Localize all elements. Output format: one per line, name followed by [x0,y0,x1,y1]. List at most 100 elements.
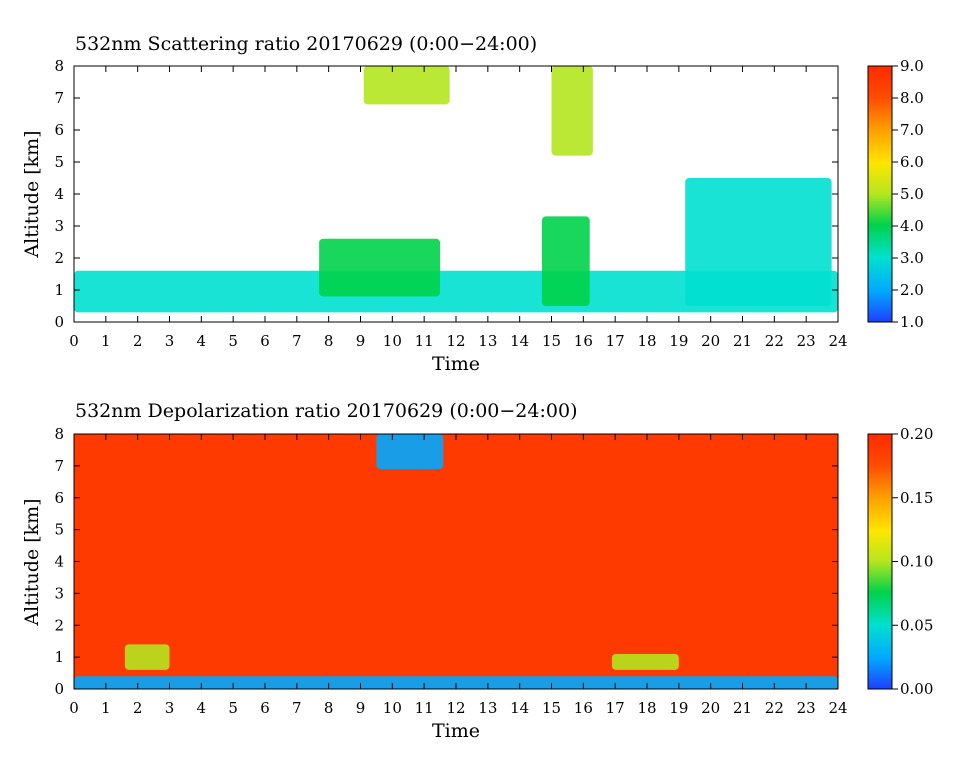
x-tick-label: 11 [415,699,434,717]
y-tick-label: 3 [54,217,64,235]
x-tick-label: 2 [133,699,143,717]
heatmap-region [541,216,590,306]
x-axis-label: Time [432,720,480,742]
y-tick-label: 6 [54,489,64,507]
y-tick-label: 6 [54,121,64,139]
x-tick-label: 14 [510,699,529,717]
colorbar-tick-label: 0.05 [900,616,933,634]
y-axis-label: Altitude [km] [21,130,43,258]
colorbar-tick-label: 3.0 [900,249,924,267]
heatmap-region [376,434,444,470]
x-axis: 0 1 2 3 4 5 6 7 8 9 10 11 12 13 14 15 16 17 18 19 20 21 22 23 24 [69,66,848,350]
x-tick-label: 10 [383,699,402,717]
scattering-panel: 532nm Scattering ratio 20170629 (0:00−24… [21,33,924,375]
x-tick-label: 24 [828,332,847,350]
heatmap-region [363,66,450,105]
colorbar-tick-label: 6.0 [900,153,924,171]
x-tick-label: 7 [292,332,302,350]
y-tick-label: 5 [54,153,64,171]
y-tick-label: 7 [54,457,64,475]
x-tick-label: 18 [637,332,656,350]
colorbar-gradient [867,65,893,323]
heatmap-region [124,644,170,670]
x-tick-label: 8 [324,332,334,350]
depolarization-panel: 532nm Depolarization ratio 20170629 (0:0… [21,400,933,742]
x-tick-label: 16 [574,699,593,717]
x-axis: 0 1 2 3 4 5 6 7 8 9 10 11 12 13 14 15 16 17 18 19 20 21 22 23 24 [69,434,848,717]
y-tick-label: 1 [54,648,64,666]
y-tick-label: 5 [54,521,64,539]
colorbar-tick-label: 0.20 [900,425,933,443]
y-axis: 0 1 2 3 4 5 6 7 8 [54,425,838,698]
x-tick-label: 23 [797,332,816,350]
y-tick-label: 2 [54,616,64,634]
y-tick-label: 0 [54,680,64,698]
x-tick-label: 22 [765,699,784,717]
x-tick-label: 3 [165,332,175,350]
x-tick-label: 8 [324,699,334,717]
heatmap-region [551,66,593,156]
y-tick-label: 0 [54,313,64,331]
colorbar: 0.00 0.05 0.10 0.15 0.20 [867,425,933,698]
y-axis-label: Altitude [km] [21,498,43,626]
x-tick-label: 4 [197,332,207,350]
x-tick-label: 11 [415,332,434,350]
y-tick-label: 4 [54,185,64,203]
heatmap-marks [74,66,838,313]
x-tick-label: 17 [606,699,625,717]
x-tick-label: 21 [733,332,752,350]
heatmap-region [611,653,679,670]
colorbar-tick-label: 0.10 [900,553,933,571]
colorbar-gradient [867,433,893,690]
y-tick-label: 8 [54,57,64,75]
x-tick-label: 4 [197,699,207,717]
heatmap-region [74,270,838,313]
x-tick-label: 15 [542,332,561,350]
x-tick-label: 12 [446,332,465,350]
x-tick-label: 15 [542,699,561,717]
plot-background [74,434,838,689]
colorbar-tick-label: 9.0 [900,57,924,75]
x-tick-label: 14 [510,332,529,350]
chart-title: 532nm Scattering ratio 20170629 (0:00−24… [75,33,537,55]
x-tick-label: 18 [637,699,656,717]
y-tick-label: 7 [54,89,64,107]
x-tick-label: 5 [228,332,238,350]
y-tick-label: 2 [54,249,64,267]
x-tick-label: 19 [669,699,688,717]
y-tick-label: 8 [54,425,64,443]
x-tick-label: 20 [701,332,720,350]
heatmap-region [319,238,441,297]
colorbar-ticks: 0.00 0.05 0.10 0.15 0.20 [892,425,933,698]
colorbar-ticks: 1.0 2.0 3.0 4.0 5.0 6.0 7.0 8.0 9.0 [892,57,924,331]
x-tick-label: 6 [260,699,270,717]
x-tick-label: 17 [606,332,625,350]
colorbar: 1.0 2.0 3.0 4.0 5.0 6.0 7.0 8.0 9.0 [867,57,924,331]
colorbar-tick-label: 1.0 [900,313,924,331]
colorbar-tick-label: 0.00 [900,680,933,698]
x-tick-label: 0 [69,332,79,350]
x-tick-label: 1 [101,332,111,350]
x-tick-label: 9 [356,699,366,717]
x-tick-label: 24 [828,699,847,717]
x-axis-label: Time [432,353,480,375]
x-tick-label: 2 [133,332,143,350]
x-tick-label: 20 [701,699,720,717]
x-tick-label: 7 [292,699,302,717]
x-tick-label: 6 [260,332,270,350]
x-tick-label: 19 [669,332,688,350]
chart-title: 532nm Depolarization ratio 20170629 (0:0… [75,400,577,422]
x-tick-label: 22 [765,332,784,350]
x-tick-label: 3 [165,699,175,717]
y-axis: 0 1 2 3 4 5 6 7 8 [54,57,838,331]
x-tick-label: 10 [383,332,402,350]
colorbar-tick-label: 4.0 [900,217,924,235]
x-tick-label: 16 [574,332,593,350]
x-tick-label: 5 [228,699,238,717]
colorbar-tick-label: 0.15 [900,489,933,507]
heatmap-region [685,178,832,306]
y-tick-label: 1 [54,281,64,299]
plot-area [73,433,839,690]
x-tick-label: 13 [478,699,497,717]
y-tick-label: 3 [54,584,64,602]
